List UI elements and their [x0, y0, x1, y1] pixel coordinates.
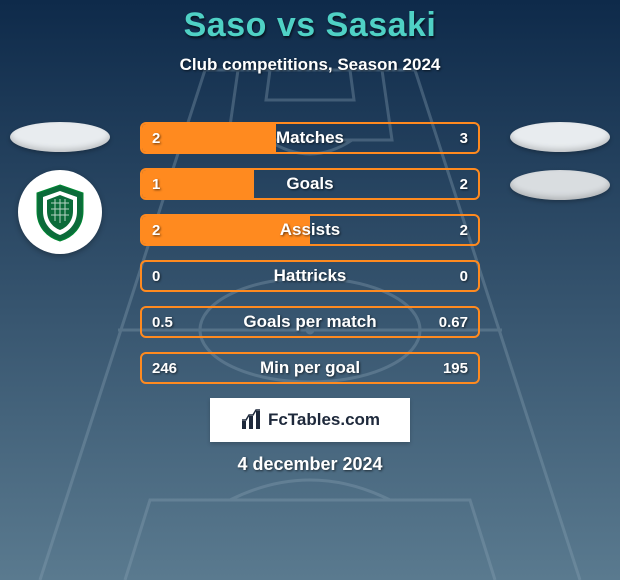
stat-row: 246195Min per goal	[140, 352, 480, 384]
brand-text: FcTables.com	[268, 410, 380, 430]
page-title: Saso vs Sasaki	[0, 6, 620, 45]
stat-label: Min per goal	[142, 354, 478, 382]
shield-icon	[29, 181, 91, 243]
stat-label: Matches	[142, 124, 478, 152]
stat-row: 00Hattricks	[140, 260, 480, 292]
left-club-crest	[18, 170, 102, 254]
right-club-badge	[510, 170, 610, 200]
stat-label: Goals per match	[142, 308, 478, 336]
left-country-badge	[10, 122, 110, 152]
right-country-badge	[510, 122, 610, 152]
brand-chart-icon	[240, 409, 262, 431]
brand-badge: FcTables.com	[210, 398, 410, 442]
subtitle: Club competitions, Season 2024	[0, 55, 620, 75]
stat-label: Goals	[142, 170, 478, 198]
comparison-bars: 23Matches 12Goals 22Assists 00Hattricks 0.50…	[140, 122, 480, 384]
date-text: 4 december 2024	[0, 454, 620, 475]
stat-row: 23Matches	[140, 122, 480, 154]
stat-label: Hattricks	[142, 262, 478, 290]
right-player-badges	[510, 122, 610, 200]
stat-row: 0.50.67Goals per match	[140, 306, 480, 338]
stat-row: 12Goals	[140, 168, 480, 200]
stat-row: 22Assists	[140, 214, 480, 246]
left-player-badges	[10, 122, 110, 254]
stat-label: Assists	[142, 216, 478, 244]
